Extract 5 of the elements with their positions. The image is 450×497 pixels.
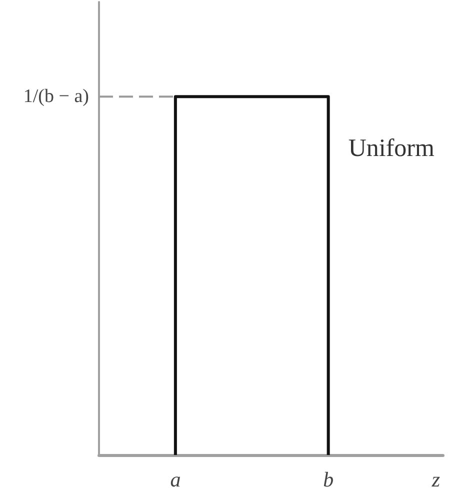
series-label: Uniform <box>348 135 435 162</box>
x-axis-title: z <box>430 468 440 492</box>
x-tick-label: b <box>323 468 334 492</box>
x-tick-label: a <box>170 468 181 492</box>
text: 1/(b − a) <box>23 86 89 108</box>
